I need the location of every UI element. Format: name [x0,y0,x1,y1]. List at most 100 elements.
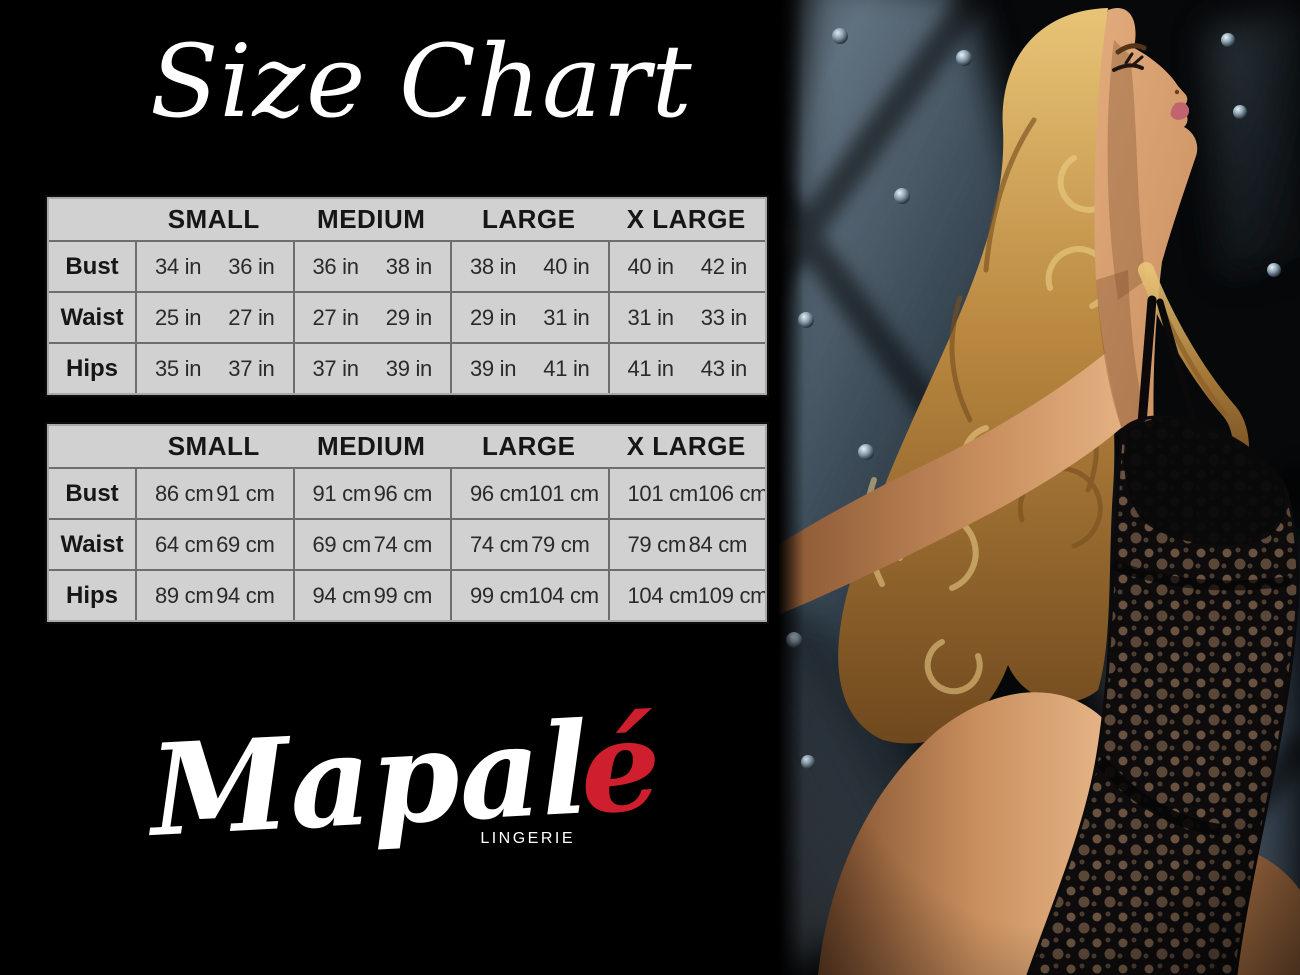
measurement-value: 34 in [155,253,202,279]
measurement-value: 38 in [470,253,517,279]
size-column-header: MEDIUM [317,431,426,461]
measurement-value: 43 in [700,355,748,381]
model-photo [778,0,1300,975]
size-column-header: X LARGE [626,204,746,234]
measurement-cell: 35 in 37 in [135,344,293,393]
row-label: Hips [65,354,118,382]
measurement-cell: 40 in 42 in [607,242,766,291]
measurement-value: 41 in [627,355,675,381]
measurement-cell: 69 cm 74 cm [292,520,451,569]
size-column-header: LARGE [482,431,576,461]
size-table-inches: SMALL MEDIUM LARGE X LARGE Bust 34 in 36 in 36 … [45,195,769,397]
measurement-value: 42 in [700,253,748,279]
measurement-cell: 74 cm 79 cm [450,520,608,569]
measurement-value: 29 in [470,304,517,330]
measurement-cell: 39 in 41 in [450,344,608,393]
size-column-header: LARGE [482,204,576,234]
measurement-value: 94 cm [312,582,372,608]
measurement-cell: 96 cm 101 cm [450,469,608,518]
measurement-value: 36 in [312,253,360,279]
measurement-cell: 104 cm 109 cm [607,571,765,620]
measurement-value: 39 in [470,355,517,381]
measurement-value: 109 cm [697,582,765,608]
measurement-cell: 41 in 43 in [607,344,766,393]
measurement-cell: 101 cm 106 cm [607,469,765,518]
measurement-value: 96 cm [470,480,529,506]
measurement-value: 35 in [155,355,202,381]
size-table-centimeters: SMALL MEDIUM LARGE X LARGE Bust 86 cm 91 cm 91 … [45,422,769,624]
table-row: Waist 64 cm 69 cm 69 cm 74 cm 74 cm 79 cm 79 cm… [49,518,765,569]
size-table-header-row: SMALL MEDIUM LARGE X LARGE [49,199,765,240]
page-title: Size Chart [150,23,693,140]
row-label: Waist [60,530,124,558]
measurement-cell: 25 in 27 in [135,293,293,342]
measurement-value: 94 cm [216,582,275,608]
measurement-value: 104 cm [627,582,699,608]
measurement-cell: 94 cm 99 cm [292,571,451,620]
measurement-value: 69 cm [216,531,275,557]
measurement-cell: 37 in 39 in [292,344,451,393]
brand-name-accent: é [576,690,665,843]
measurement-value: 91 cm [312,480,372,506]
measurement-value: 79 cm [627,531,687,557]
measurement-value: 101 cm [528,480,599,506]
measurement-cell: 91 cm 96 cm [292,469,451,518]
table-row: Waist 25 in 27 in 27 in 29 in 29 in 31 in 31 in… [49,291,765,342]
measurement-cell: 31 in 33 in [607,293,766,342]
measurement-value: 74 cm [373,531,433,557]
measurement-value: 36 in [228,253,275,279]
row-label: Waist [60,303,124,331]
table-row: Bust 34 in 36 in 36 in 38 in 38 in 40 in 40 in 4… [49,240,765,291]
measurement-value: 33 in [700,304,748,330]
measurement-value: 106 cm [697,480,765,506]
size-table-header-row: SMALL MEDIUM LARGE X LARGE [49,426,765,467]
measurement-value: 29 in [385,304,433,330]
measurement-value: 86 cm [155,480,214,506]
photo-vignette [778,0,1300,975]
brand-logo: Mapalé LINGERIE [146,690,664,865]
measurement-value: 37 in [312,355,360,381]
measurement-cell: 99 cm 104 cm [450,571,608,620]
model-photo-illustration [778,0,1300,975]
measurement-value: 74 cm [470,531,529,557]
measurement-value: 64 cm [155,531,214,557]
measurement-value: 99 cm [470,582,529,608]
brand-name: Mapalé [146,690,664,865]
size-column-header: MEDIUM [317,204,426,234]
measurement-cell: 29 in 31 in [450,293,608,342]
measurement-value: 41 in [543,355,590,381]
measurement-value: 40 in [627,253,675,279]
measurement-value: 104 cm [528,582,599,608]
measurement-cell: 89 cm 94 cm [135,571,293,620]
measurement-value: 91 cm [216,480,275,506]
table-row: Hips 35 in 37 in 37 in 39 in 39 in 41 in 41 in 4… [49,342,765,393]
size-column-header: SMALL [167,204,260,234]
brand-tagline: LINGERIE [480,830,575,848]
measurement-value: 31 in [543,304,590,330]
row-label: Bust [65,252,119,280]
measurement-value: 101 cm [627,480,699,506]
measurement-cell: 86 cm 91 cm [135,469,293,518]
brand-name-main: Mapal [146,694,593,865]
measurement-cell: 79 cm 84 cm [607,520,766,569]
measurement-value: 27 in [312,304,360,330]
corner-cell [49,199,135,240]
measurement-cell: 27 in 29 in [292,293,451,342]
measurement-cell: 34 in 36 in [135,242,293,291]
size-column-header: SMALL [167,431,260,461]
measurement-value: 96 cm [373,480,433,506]
row-label: Bust [65,479,119,507]
measurement-value: 69 cm [312,531,372,557]
measurement-value: 40 in [543,253,590,279]
measurement-value: 79 cm [531,531,590,557]
measurement-value: 89 cm [155,582,214,608]
table-row: Bust 86 cm 91 cm 91 cm 96 cm 96 cm 101 cm 101 c… [49,467,765,518]
measurement-value: 25 in [155,304,202,330]
row-label: Hips [65,581,118,609]
table-row: Hips 89 cm 94 cm 94 cm 99 cm 99 cm 104 cm 104 c… [49,569,765,620]
measurement-cell: 38 in 40 in [450,242,608,291]
corner-cell [49,426,135,467]
measurement-cell: 36 in 38 in [292,242,451,291]
size-column-header: X LARGE [626,431,746,461]
